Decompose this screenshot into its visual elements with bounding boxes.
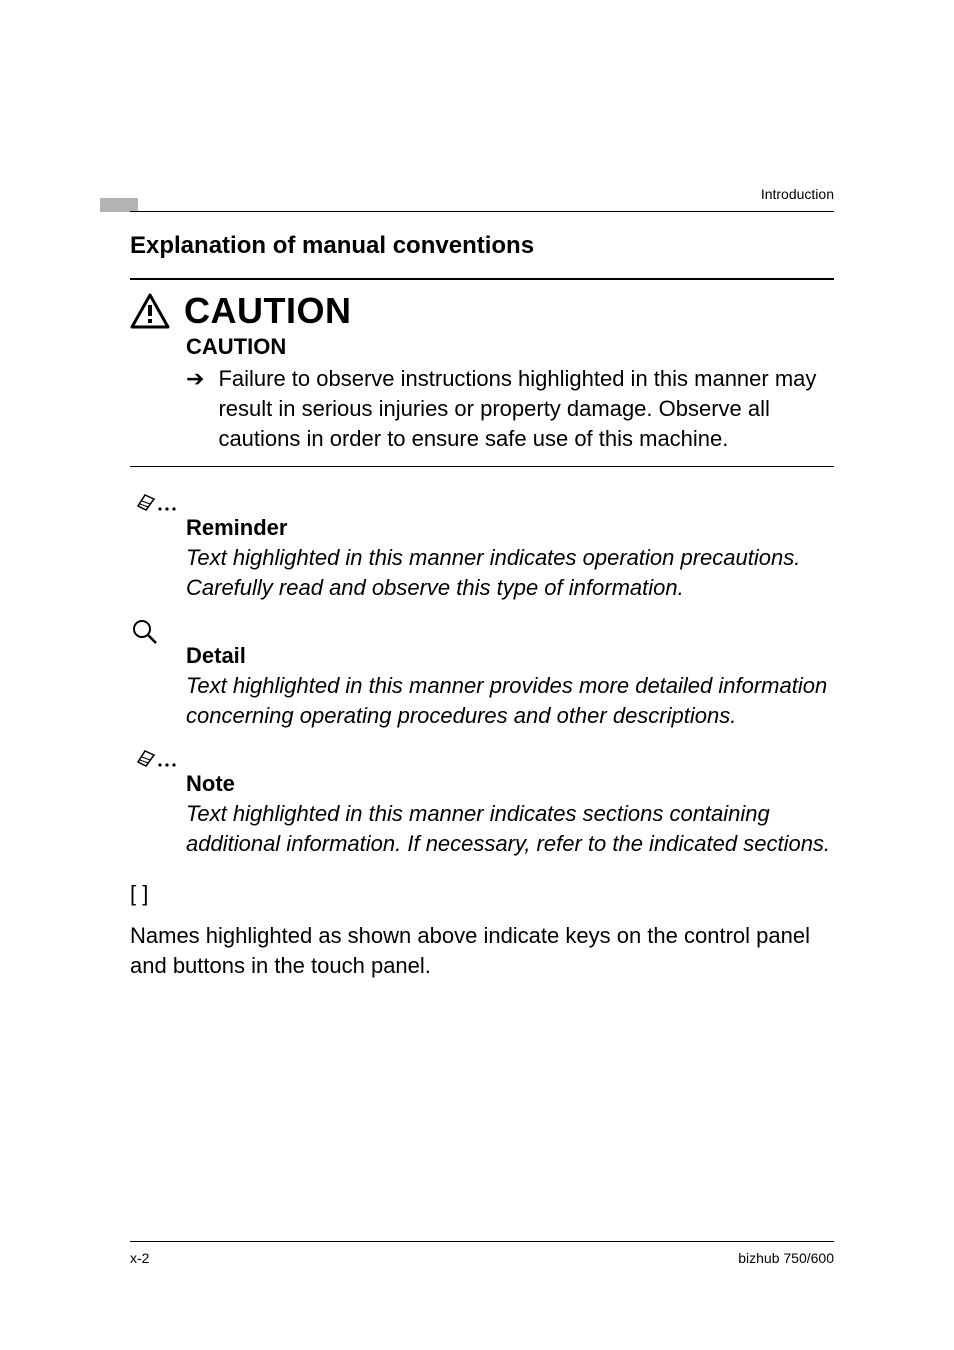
final-paragraph: Names highlighted as shown above indicat…	[130, 921, 834, 981]
section-heading: Explanation of manual conventions	[130, 232, 834, 260]
caution-title: CAUTION	[184, 290, 352, 332]
note-body: Text highlighted in this manner indicate…	[186, 799, 834, 859]
reminder-block: Reminder Text highlighted in this manner…	[130, 489, 834, 603]
footer-page-number: x-2	[130, 1250, 149, 1266]
detail-icon-holder	[130, 617, 834, 645]
caution-block: CAUTION CAUTION ➔ Failure to observe ins…	[130, 278, 834, 467]
detail-body: Text highlighted in this manner provides…	[186, 671, 834, 731]
caution-title-row: CAUTION	[130, 290, 834, 332]
reminder-body: Text highlighted in this manner indicate…	[186, 543, 834, 603]
magnifier-icon	[130, 617, 160, 647]
content-area: Explanation of manual conventions CAUTIO…	[130, 232, 834, 981]
note-block: Note Text highlighted in this manner ind…	[130, 745, 834, 859]
detail-heading: Detail	[186, 643, 834, 669]
footer-rule	[130, 1241, 834, 1242]
footer-model: bizhub 750/600	[738, 1250, 834, 1266]
reminder-heading: Reminder	[186, 515, 834, 541]
caution-sub-label: CAUTION	[186, 334, 834, 360]
reminder-icon-holder	[130, 489, 834, 517]
caution-body-text: Failure to observe instructions highligh…	[218, 364, 834, 454]
arrow-icon: ➔	[186, 364, 204, 394]
warning-triangle-icon	[130, 293, 170, 329]
page: Introduction Explanation of manual conve…	[0, 0, 954, 1350]
notepad-dots-icon	[130, 745, 186, 771]
detail-block: Detail Text highlighted in this manner p…	[130, 617, 834, 731]
section-tab-marker	[100, 198, 138, 212]
bracket-indicator: [ ]	[130, 881, 834, 907]
note-icon-holder	[130, 745, 834, 773]
caution-body-row: ➔ Failure to observe instructions highli…	[186, 364, 834, 454]
header-rule	[130, 211, 834, 212]
header-section-label: Introduction	[761, 186, 834, 202]
note-heading: Note	[186, 771, 834, 797]
notepad-dots-icon	[130, 489, 186, 515]
